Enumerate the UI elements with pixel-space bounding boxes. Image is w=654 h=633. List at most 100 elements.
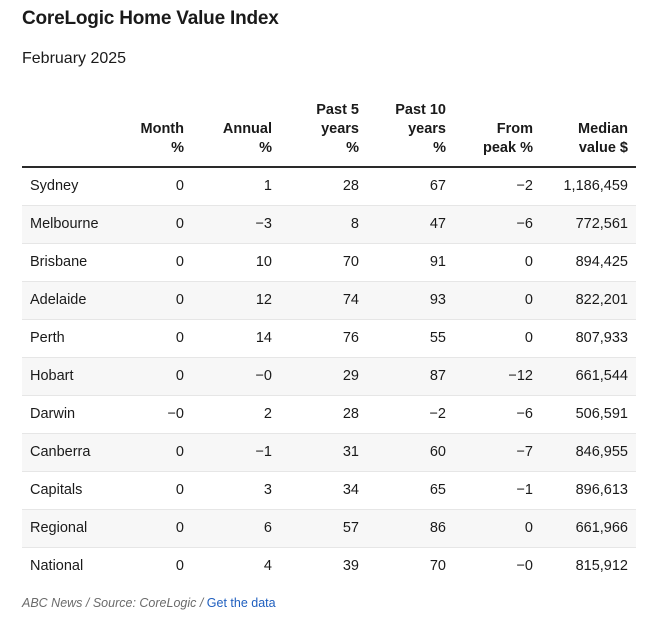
column-header-line: years [321,121,359,137]
chart-container: CoreLogic Home Value Index February 2025… [22,0,636,585]
table-cell: −1 [454,471,541,510]
column-header-line: % [171,140,184,156]
table-cell: 31 [280,433,367,472]
page-subtitle: February 2025 [22,50,127,67]
table-row: Perth 0 14 76 55 0 807,933 [22,319,636,358]
table-cell: 807,933 [541,319,636,358]
table-row: Regional 0 6 57 86 0 661,966 [22,509,636,548]
table-cell: 0 [175,558,184,575]
table-cell: −0 [516,558,533,575]
row-label: Brisbane [22,243,112,282]
table-cell: 91 [367,243,454,282]
table-cell: 2 [192,395,280,434]
table-body: Sydney 0 1 28 67 −2 1,186,459 Melbourne 0 −3 8 47 −6… [22,167,636,585]
table-cell: −2 [454,167,541,206]
table-cell: 0 [112,243,192,282]
table-cell: 0 [112,433,192,472]
table-cell: 0 [112,281,192,320]
table-cell: 0 [454,281,541,320]
table-cell: 14 [192,319,280,358]
column-header-line: Past 5 [316,102,359,118]
table-cell: 86 [367,509,454,548]
column-header: Month% [112,101,192,167]
column-header: Past 5 years% [280,101,367,167]
column-header-line: value $ [578,140,628,156]
table-cell: 12 [192,281,280,320]
column-header [22,101,112,167]
column-header: From peak % [454,101,541,167]
table-cell: 661,544 [541,357,636,396]
row-label: Melbourne [22,205,112,244]
table-cell: −6 [454,205,541,244]
table-cell: −1 [192,433,280,472]
table-cell: 28 [280,167,367,206]
table-cell: 10 [192,243,280,282]
table-row: Adelaide 0 12 74 93 0 822,201 [22,281,636,320]
table-cell: −6 [454,395,541,434]
table-row: Sydney 0 1 28 67 −2 1,186,459 [22,167,636,206]
table-cell: 65 [367,471,454,510]
table-cell: 0 [112,205,192,244]
table-cell: 0 [112,167,192,206]
table-row: Melbourne 0 −3 8 47 −6 772,561 [22,205,636,244]
table-row: Darwin −0 2 28 −2 −6 506,591 [22,395,636,434]
table-cell: 60 [367,433,454,472]
table-cell: 34 [280,471,367,510]
row-label: National [30,558,84,575]
table-cell: 8 [280,205,367,244]
table-cell: −0 [192,357,280,396]
column-header-line: % [259,140,272,156]
table-cell: 87 [367,357,454,396]
column-header-line: Median [578,121,628,137]
table-cell: 4 [263,558,272,575]
column-header-line: Past 10 [395,102,446,118]
table-cell: 6 [192,509,280,548]
table-cell: 0 [112,509,192,548]
table-cell: 0 [112,471,192,510]
table-cell: 661,966 [541,509,636,548]
row-label: Canberra [22,433,112,472]
table-row: Brisbane 0 10 70 91 0 894,425 [22,243,636,282]
table-row: Canberra 0 −1 31 60 −7 846,955 [22,433,636,472]
table-cell: −0 [112,395,192,434]
table-cell: 67 [367,167,454,206]
table-cell: 39 [342,558,359,575]
table-cell: 846,955 [541,433,636,472]
column-header-line: Month [140,121,184,137]
table-cell: 896,613 [541,471,636,510]
table-cell: 47 [367,205,454,244]
table-cell: 28 [280,395,367,434]
table-cell: −12 [454,357,541,396]
source-text: ABC News / Source: CoreLogic / [22,596,207,610]
table-header-row: Month% Annual% Past 5 years% Past 10 years% Fr… [22,101,636,167]
row-label: Hobart [22,357,112,396]
column-header-line: % [433,140,446,156]
page-title: CoreLogic Home Value Index [22,8,279,29]
table-cell: −3 [192,205,280,244]
row-label: Darwin [22,395,112,434]
row-label: Perth [22,319,112,358]
table-cell: 57 [280,509,367,548]
table-cell: −7 [454,433,541,472]
row-label: Regional [22,509,112,548]
table-cell: 70 [429,558,446,575]
footer: ABC News / Source: CoreLogic / Get the d… [22,596,276,610]
column-header-line: peak % [483,140,533,156]
row-label: Adelaide [22,281,112,320]
column-header-line: Annual [222,121,272,137]
table-cell: 1 [192,167,280,206]
table-cell: −2 [367,395,454,434]
table-row: National 0 4 39 70 −0 815,912 [22,547,636,585]
table-cell: 0 [454,509,541,548]
column-header: Past 10 years% [367,101,454,167]
table-cell: 894,425 [541,243,636,282]
get-data-link[interactable]: Get the data [206,596,276,610]
table-cell: 0 [112,357,192,396]
table-cell: 74 [280,281,367,320]
row-label: Capitals [22,471,112,510]
column-header-line: From [496,121,533,137]
table-cell: 506,591 [541,395,636,434]
table-cell: 0 [454,319,541,358]
table-cell: 1,186,459 [541,167,636,206]
table-cell: 822,201 [541,281,636,320]
